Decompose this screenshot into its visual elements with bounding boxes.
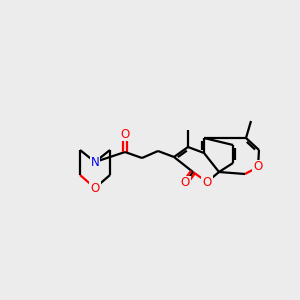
Text: O: O xyxy=(254,160,262,173)
Text: O: O xyxy=(120,128,130,140)
Text: O: O xyxy=(202,176,211,188)
Text: O: O xyxy=(180,176,190,190)
Text: O: O xyxy=(90,182,100,194)
Text: N: N xyxy=(91,155,99,169)
